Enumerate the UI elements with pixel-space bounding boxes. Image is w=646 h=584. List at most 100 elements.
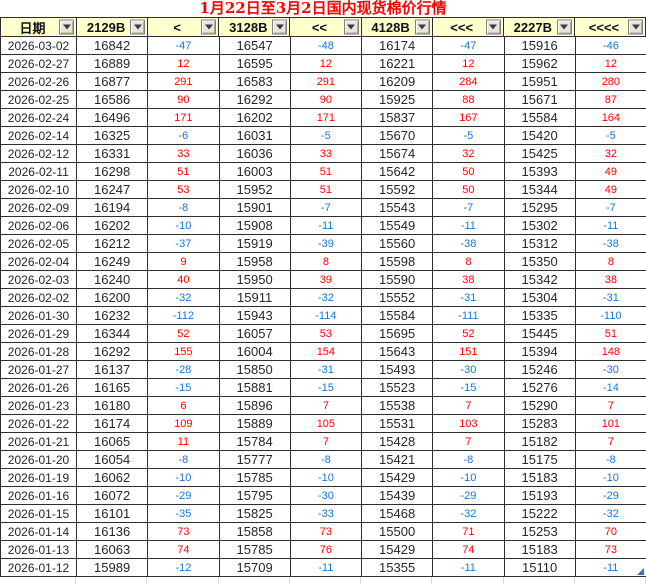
change-cell[interactable]: 38 <box>433 271 505 289</box>
change-cell[interactable]: 50 <box>433 163 505 181</box>
change-cell[interactable]: 90 <box>290 91 362 109</box>
change-cell[interactable]: 7 <box>290 433 362 451</box>
change-cell[interactable]: 8 <box>290 253 362 271</box>
price-cell[interactable]: 15394 <box>504 343 576 361</box>
date-cell[interactable]: 2026-01-14 <box>1 523 77 541</box>
change-cell[interactable]: -32 <box>290 289 362 307</box>
change-cell[interactable]: 6 <box>148 397 220 415</box>
price-cell[interactable]: 15355 <box>362 559 434 577</box>
price-cell[interactable]: 15302 <box>504 217 576 235</box>
change-cell[interactable]: 51 <box>290 163 362 181</box>
change-cell[interactable]: 73 <box>575 541 646 559</box>
change-cell[interactable]: 11 <box>148 433 220 451</box>
change-cell[interactable]: 49 <box>575 181 646 199</box>
change-cell[interactable]: 38 <box>575 271 646 289</box>
price-cell[interactable]: 15584 <box>504 109 576 127</box>
change-cell[interactable]: 73 <box>148 523 220 541</box>
price-cell[interactable]: 16331 <box>77 145 149 163</box>
price-cell[interactable]: 16842 <box>77 37 149 55</box>
change-cell[interactable]: 164 <box>575 109 646 127</box>
price-cell[interactable]: 15500 <box>362 523 434 541</box>
date-cell[interactable]: 2026-02-06 <box>1 217 77 235</box>
change-cell[interactable]: 74 <box>148 541 220 559</box>
change-cell[interactable]: -33 <box>290 505 362 523</box>
change-cell[interactable]: 105 <box>290 415 362 433</box>
date-cell[interactable]: 2026-01-13 <box>1 541 77 559</box>
date-cell[interactable]: 2026-01-30 <box>1 307 77 325</box>
filter-dropdown-button[interactable] <box>201 19 217 35</box>
date-cell[interactable]: 2026-01-22 <box>1 415 77 433</box>
change-cell[interactable]: -30 <box>433 361 505 379</box>
empty-grid-cell[interactable] <box>219 577 290 584</box>
change-cell[interactable]: -31 <box>290 361 362 379</box>
date-cell[interactable]: 2026-02-24 <box>1 109 77 127</box>
price-cell[interactable]: 16174 <box>77 415 149 433</box>
empty-grid-cell[interactable] <box>290 577 361 584</box>
change-cell[interactable]: 88 <box>433 91 505 109</box>
change-cell[interactable]: 7 <box>290 397 362 415</box>
date-cell[interactable]: 2026-01-16 <box>1 487 77 505</box>
price-cell[interactable]: 16137 <box>77 361 149 379</box>
price-cell[interactable]: 15850 <box>219 361 291 379</box>
price-cell[interactable]: 16240 <box>77 271 149 289</box>
price-cell[interactable]: 15896 <box>219 397 291 415</box>
change-cell[interactable]: -10 <box>148 217 220 235</box>
price-cell[interactable]: 15335 <box>504 307 576 325</box>
date-cell[interactable]: 2026-02-11 <box>1 163 77 181</box>
price-cell[interactable]: 15837 <box>362 109 434 127</box>
change-cell[interactable]: 52 <box>433 325 505 343</box>
change-cell[interactable]: -8 <box>433 451 505 469</box>
price-cell[interactable]: 15344 <box>504 181 576 199</box>
change-cell[interactable]: -46 <box>575 37 646 55</box>
price-cell[interactable]: 16595 <box>219 55 291 73</box>
price-cell[interactable]: 15493 <box>362 361 434 379</box>
change-cell[interactable]: 284 <box>433 73 505 91</box>
price-cell[interactable]: 16063 <box>77 541 149 559</box>
change-cell[interactable]: 51 <box>575 325 646 343</box>
change-cell[interactable]: 70 <box>575 523 646 541</box>
date-cell[interactable]: 2026-01-23 <box>1 397 77 415</box>
price-cell[interactable]: 15304 <box>504 289 576 307</box>
price-cell[interactable]: 15825 <box>219 505 291 523</box>
price-cell[interactable]: 15523 <box>362 379 434 397</box>
price-cell[interactable]: 15908 <box>219 217 291 235</box>
change-cell[interactable]: 90 <box>148 91 220 109</box>
empty-grid-cell[interactable] <box>504 577 575 584</box>
change-cell[interactable]: 53 <box>290 325 362 343</box>
change-cell[interactable]: 51 <box>148 163 220 181</box>
change-cell[interactable]: 7 <box>575 397 646 415</box>
change-cell[interactable]: -11 <box>433 217 505 235</box>
change-cell[interactable]: -15 <box>290 379 362 397</box>
price-cell[interactable]: 16065 <box>77 433 149 451</box>
change-cell[interactable]: -31 <box>433 289 505 307</box>
date-cell[interactable]: 2026-01-28 <box>1 343 77 361</box>
change-cell[interactable]: 12 <box>433 55 505 73</box>
price-cell[interactable]: 15429 <box>362 541 434 559</box>
change-cell[interactable]: -11 <box>433 559 505 577</box>
change-cell[interactable]: 7 <box>433 397 505 415</box>
price-cell[interactable]: 16496 <box>77 109 149 127</box>
change-cell[interactable]: -37 <box>148 235 220 253</box>
change-cell[interactable]: 8 <box>575 253 646 271</box>
price-cell[interactable]: 15925 <box>362 91 434 109</box>
change-cell[interactable]: -10 <box>148 469 220 487</box>
price-cell[interactable]: 15642 <box>362 163 434 181</box>
change-cell[interactable]: -32 <box>575 505 646 523</box>
change-cell[interactable]: -29 <box>433 487 505 505</box>
change-cell[interactable]: -111 <box>433 307 505 325</box>
price-cell[interactable]: 16057 <box>219 325 291 343</box>
change-cell[interactable]: -10 <box>575 469 646 487</box>
price-cell[interactable]: 16031 <box>219 127 291 145</box>
change-cell[interactable]: -5 <box>290 127 362 145</box>
filter-dropdown-button[interactable] <box>628 19 643 35</box>
price-cell[interactable]: 15193 <box>504 487 576 505</box>
price-cell[interactable]: 15445 <box>504 325 576 343</box>
price-cell[interactable]: 15670 <box>362 127 434 145</box>
price-cell[interactable]: 15958 <box>219 253 291 271</box>
empty-grid-cell[interactable] <box>76 577 148 584</box>
change-cell[interactable]: 73 <box>290 523 362 541</box>
date-cell[interactable]: 2026-02-02 <box>1 289 77 307</box>
price-cell[interactable]: 16583 <box>219 73 291 91</box>
price-cell[interactable]: 16072 <box>77 487 149 505</box>
price-cell[interactable]: 16209 <box>362 73 434 91</box>
